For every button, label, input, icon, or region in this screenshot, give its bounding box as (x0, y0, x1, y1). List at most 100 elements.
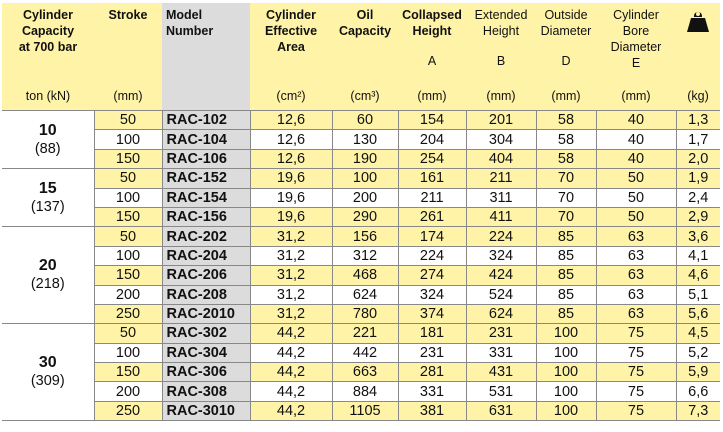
model-cell: RAC-202 (161, 226, 251, 247)
table-body: 10 (88) 50 RAC-102 12,6 60 154 201 58 40 1,3 100 RAC… (2, 109, 720, 422)
model-cell: RAC-206 (161, 265, 251, 286)
extended-cell: 404 (465, 148, 537, 170)
weight-cell: 1,9 (675, 168, 720, 189)
oil-cell: 780 (331, 303, 399, 325)
capacity-kn: (137) (30, 198, 65, 215)
area-cell: 12,6 (249, 129, 333, 150)
outside-cell: 85 (535, 284, 597, 305)
oil-header: Oil Capacity (cm³) (332, 3, 398, 111)
capacity-kn: (88) (34, 140, 61, 157)
area-cell: 19,6 (249, 168, 333, 189)
bore-cell: 75 (595, 362, 677, 383)
stroke-cell: 200 (93, 381, 163, 402)
weight-cell: 7,3 (675, 400, 720, 422)
extended-cell: 631 (465, 400, 537, 422)
model-cell: RAC-3010 (161, 400, 251, 422)
extended-cell: 624 (465, 303, 537, 325)
collapsed-cell: 204 (397, 129, 467, 150)
oil-cell: 442 (331, 342, 399, 364)
capacity-cell: 15 (137) (2, 168, 95, 228)
capacity-cell: 10 (88) (2, 109, 95, 170)
extended-cell: 324 (465, 245, 537, 267)
model-cell: RAC-302 (161, 323, 251, 344)
extended-cell: 304 (465, 129, 537, 150)
stroke-cell: 250 (93, 303, 163, 325)
bore-cell: 63 (595, 245, 677, 267)
model-cell: RAC-156 (161, 206, 251, 228)
oil-cell: 130 (331, 129, 399, 150)
weight-cell: 1,3 (675, 109, 720, 131)
stroke-cell: 50 (93, 109, 163, 131)
stroke-cell: 100 (93, 342, 163, 364)
model-cell: RAC-2010 (161, 303, 251, 325)
oil-cell: 221 (331, 323, 399, 344)
collapsed-cell: 274 (397, 265, 467, 286)
stroke-cell: 150 (93, 206, 163, 228)
oil-cell: 884 (331, 381, 399, 402)
table-row: 200 RAC-208 31,2 624 324 524 85 63 5,1 (2, 284, 720, 305)
oil-cell: 468 (331, 265, 399, 286)
collapsed-cell: 181 (397, 323, 467, 344)
bore-cell: 63 (595, 303, 677, 325)
collapsed-cell: 161 (397, 168, 467, 189)
bore-cell: 50 (595, 168, 677, 189)
table-row: 250 RAC-3010 44,2 1105 381 631 100 75 7,3 (2, 400, 720, 422)
stroke-cell: 50 (93, 323, 163, 344)
spec-table: Cylinder Capacity at 700 bar ton (kN) St… (2, 3, 720, 422)
table-row: 10 (88) 50 RAC-102 12,6 60 154 201 58 40 1,3 (2, 109, 720, 170)
extended-cell: 231 (465, 323, 537, 344)
stroke-cell: 150 (93, 148, 163, 170)
oil-cell: 60 (331, 109, 399, 131)
table-row: 100 RAC-304 44,2 442 231 331 100 75 5,2 (2, 342, 720, 364)
bore-cell: 63 (595, 284, 677, 305)
bore-cell: 75 (595, 381, 677, 402)
area-cell: 44,2 (249, 362, 333, 383)
table-row: 30 (309) 50 RAC-302 44,2 221 181 231 100 75 4,5 (2, 323, 720, 422)
area-header: Cylinder Effective Area (cm²) (250, 3, 332, 111)
capacity-ton: 10 (38, 121, 57, 139)
extended-cell: 224 (465, 226, 537, 247)
oil-cell: 290 (331, 206, 399, 228)
capacity-cell: 30 (309) (2, 323, 95, 422)
bore-cell: 63 (595, 265, 677, 286)
stroke-cell: 150 (93, 362, 163, 383)
area-cell: 12,6 (249, 109, 333, 131)
weight-cell: 2,4 (675, 187, 720, 208)
table-row: 150 RAC-206 31,2 468 274 424 85 63 4,6 (2, 265, 720, 286)
stroke-cell: 100 (93, 245, 163, 267)
capacity-kn: (309) (30, 373, 65, 390)
model-cell: RAC-154 (161, 187, 251, 208)
weight-icon (685, 9, 711, 37)
outside-cell: 70 (535, 168, 597, 189)
outside-cell: 100 (535, 400, 597, 422)
area-cell: 31,2 (249, 265, 333, 286)
collapsed-cell: 261 (397, 206, 467, 228)
area-cell: 31,2 (249, 284, 333, 305)
model-cell: RAC-208 (161, 284, 251, 305)
extended-cell: 531 (465, 381, 537, 402)
area-cell: 12,6 (249, 148, 333, 170)
stroke-cell: 50 (93, 168, 163, 189)
model-cell: RAC-306 (161, 362, 251, 383)
collapsed-cell: 281 (397, 362, 467, 383)
outside-cell: 70 (535, 187, 597, 208)
outside-cell: 58 (535, 148, 597, 170)
collapsed-cell: 224 (397, 245, 467, 267)
capacity-cell: 20 (218) (2, 226, 95, 325)
bore-cell: 75 (595, 323, 677, 344)
table-row: 20 (218) 50 RAC-202 31,2 156 174 224 85 63 3,6 (2, 226, 720, 325)
area-cell: 19,6 (249, 206, 333, 228)
bore-cell: 40 (595, 148, 677, 170)
stroke-header: Stroke (mm) (94, 3, 162, 111)
collapsed-cell: 154 (397, 109, 467, 131)
collapsed-cell: 231 (397, 342, 467, 364)
collapsed-cell: 324 (397, 284, 467, 305)
area-cell: 31,2 (249, 226, 333, 247)
outside-header: Outside Diameter D (mm) (536, 3, 596, 111)
table-row: 100 RAC-154 19,6 200 211 311 70 50 2,4 (2, 187, 720, 208)
capacity-ton: 30 (38, 354, 57, 372)
stroke-cell: 250 (93, 400, 163, 422)
outside-cell: 70 (535, 206, 597, 228)
outside-cell: 100 (535, 342, 597, 364)
collapsed-cell: 254 (397, 148, 467, 170)
